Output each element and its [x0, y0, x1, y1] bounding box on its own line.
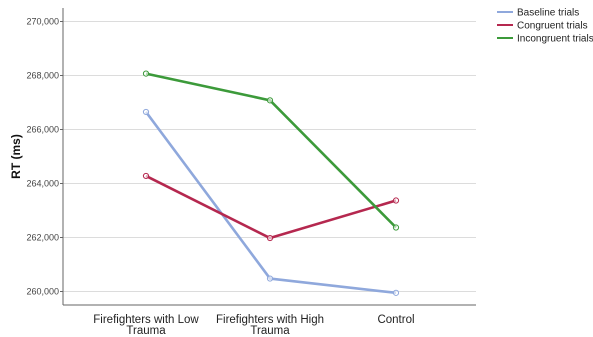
- y-tick-label: 266,000: [26, 125, 59, 135]
- series-line: [145, 72, 397, 229]
- data-point: [142, 108, 150, 116]
- legend-label: Baseline trials: [517, 8, 579, 19]
- y-axis-title: RT (ms): [9, 134, 23, 179]
- series-line: [145, 174, 397, 240]
- y-tick-label: 260,000: [26, 287, 59, 297]
- legend-label: Incongruent trials: [517, 34, 593, 45]
- y-tick-label: 262,000: [26, 233, 59, 243]
- data-point: [142, 70, 150, 77]
- data-point: [266, 97, 274, 104]
- axes: [62, 8, 476, 306]
- x-tick-label-line: Trauma: [250, 325, 290, 337]
- y-tick-label: 268,000: [26, 71, 59, 81]
- x-tick-label-line: Firefighters with Low: [93, 314, 199, 326]
- y-tick-label: 264,000: [26, 179, 59, 189]
- data-point: [142, 172, 150, 180]
- series-lines: [142, 70, 400, 296]
- legend: Baseline trials Congruent trials Incongrue…: [497, 8, 593, 45]
- data-point: [266, 234, 274, 242]
- x-tick-label: Firefighters with Low Trauma: [93, 314, 199, 337]
- y-tick-labels: 260,000 262,000 264,000 266,000 268,000 270,0…: [26, 17, 63, 297]
- x-tick-label-line: Trauma: [126, 325, 166, 337]
- data-point: [392, 224, 400, 231]
- legend-label: Congruent trials: [517, 21, 588, 32]
- data-point: [266, 275, 274, 282]
- data-point: [392, 197, 400, 204]
- x-tick-label-line: Firefighters with High: [216, 314, 324, 326]
- y-tick-label: 270,000: [26, 17, 59, 27]
- x-tick-label: Firefighters with High Trauma: [216, 314, 324, 337]
- gridlines: [63, 21, 476, 292]
- data-point: [392, 289, 400, 296]
- x-tick-labels: Firefighters with Low TraumaFirefighters …: [93, 314, 414, 337]
- x-tick-label: Control: [377, 314, 414, 326]
- x-tick-label-line: Control: [377, 314, 414, 326]
- series-line: [144, 111, 397, 295]
